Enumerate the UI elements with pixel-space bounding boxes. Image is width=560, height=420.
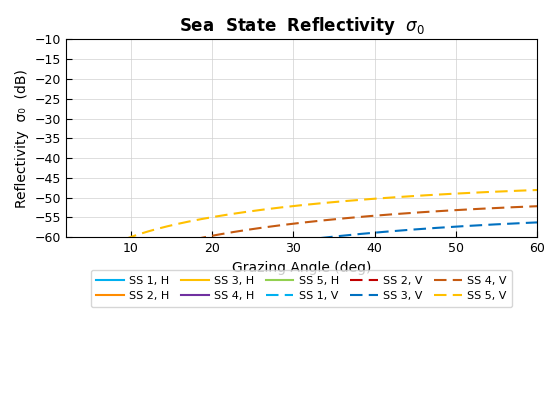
- Y-axis label: Reflectivity  σ₀  (dB): Reflectivity σ₀ (dB): [15, 69, 29, 208]
- Title: Sea  State  Reflectivity  $\sigma_0$: Sea State Reflectivity $\sigma_0$: [179, 15, 424, 37]
- X-axis label: Grazing Angle (deg): Grazing Angle (deg): [232, 261, 371, 275]
- Legend: SS 1, H, SS 2, H, SS 3, H, SS 4, H, SS 5, H, SS 1, V, SS 2, V, SS 3, V, SS 4, V,: SS 1, H, SS 2, H, SS 3, H, SS 4, H, SS 5…: [91, 270, 512, 307]
